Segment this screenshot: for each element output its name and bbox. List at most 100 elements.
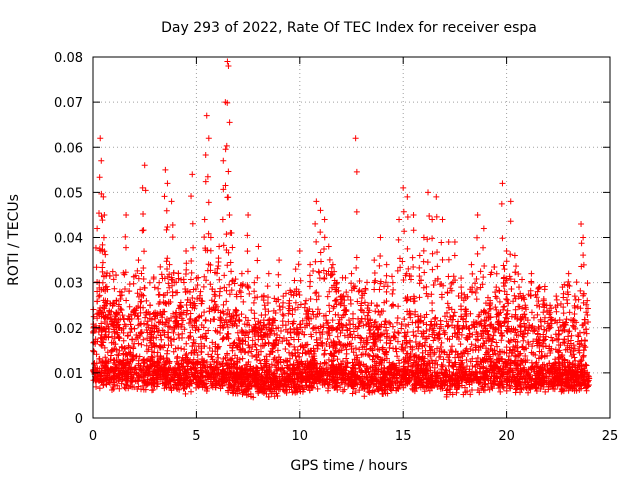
baseband-point bbox=[130, 280, 137, 287]
baseband-point bbox=[349, 390, 356, 397]
baseband-point bbox=[342, 274, 349, 281]
baseband-point bbox=[109, 268, 116, 275]
baseband-point bbox=[158, 271, 165, 278]
baseband-point bbox=[503, 344, 510, 351]
baseband-point bbox=[391, 334, 398, 341]
baseband-point bbox=[386, 319, 393, 326]
baseband-point bbox=[216, 276, 223, 283]
baseband-point bbox=[365, 388, 372, 395]
baseband-point bbox=[437, 353, 444, 360]
baseband-point bbox=[209, 348, 216, 355]
baseband-point bbox=[565, 328, 572, 335]
baseband-point bbox=[170, 348, 177, 355]
baseband-point bbox=[142, 314, 149, 321]
baseband-point bbox=[374, 303, 381, 310]
baseband-point bbox=[352, 389, 359, 396]
baseband-point bbox=[384, 283, 391, 290]
baseband-point bbox=[168, 342, 175, 349]
baseband-point bbox=[141, 285, 148, 292]
baseband-point bbox=[126, 344, 133, 351]
baseband-point bbox=[240, 298, 247, 305]
baseband-point bbox=[473, 358, 480, 365]
baseband-point bbox=[477, 268, 484, 275]
baseband-point bbox=[334, 356, 341, 363]
baseband-point bbox=[157, 263, 164, 270]
baseband-point bbox=[187, 310, 194, 317]
baseband-point bbox=[239, 355, 246, 362]
baseband-point bbox=[387, 340, 394, 347]
baseband-point bbox=[332, 297, 339, 304]
baseband-point bbox=[448, 343, 455, 350]
baseband-point bbox=[315, 268, 322, 275]
baseband-point bbox=[314, 385, 321, 392]
baseband-point bbox=[111, 285, 118, 292]
baseband-point bbox=[161, 329, 168, 336]
baseband-point bbox=[407, 276, 414, 283]
baseband-point bbox=[529, 343, 536, 350]
baseband-point bbox=[491, 263, 498, 270]
baseband-point bbox=[317, 323, 324, 330]
baseband-point bbox=[496, 298, 503, 305]
baseband-point bbox=[500, 304, 507, 311]
baseband-point bbox=[339, 358, 346, 365]
baseband-point bbox=[314, 306, 321, 313]
baseband-point bbox=[224, 306, 231, 313]
baseband-point bbox=[512, 389, 519, 396]
baseband-point bbox=[412, 339, 419, 346]
baseband-point bbox=[360, 322, 367, 329]
baseband-point bbox=[455, 318, 462, 325]
baseband-point bbox=[309, 325, 316, 332]
baseband-point bbox=[272, 362, 279, 369]
baseband-point bbox=[519, 276, 526, 283]
baseband-point bbox=[426, 343, 433, 350]
baseband-point bbox=[233, 291, 240, 298]
baseband-point bbox=[215, 354, 222, 361]
baseband-point bbox=[282, 345, 289, 352]
baseband-point bbox=[245, 317, 252, 324]
baseband-point bbox=[446, 368, 453, 375]
baseband-point bbox=[96, 385, 103, 392]
baseband-point bbox=[567, 349, 574, 356]
baseband-point bbox=[520, 320, 527, 327]
baseband-point bbox=[183, 350, 190, 357]
baseband-point bbox=[146, 279, 153, 286]
baseband-point bbox=[137, 286, 144, 293]
baseband-point bbox=[581, 337, 588, 344]
baseband-point bbox=[574, 303, 581, 310]
baseband-point bbox=[257, 348, 264, 355]
baseband-point bbox=[123, 297, 130, 304]
baseband-point bbox=[430, 282, 437, 289]
baseband-point bbox=[204, 267, 211, 274]
baseband-point bbox=[137, 329, 144, 336]
baseband-point bbox=[236, 287, 243, 294]
baseband-point bbox=[294, 304, 301, 311]
baseband-point bbox=[126, 303, 133, 310]
baseband-point bbox=[316, 269, 323, 276]
baseband-point bbox=[170, 329, 177, 336]
baseband-point bbox=[520, 337, 527, 344]
baseband-point bbox=[376, 286, 383, 293]
baseband-point bbox=[220, 301, 227, 308]
baseband-point bbox=[274, 347, 281, 354]
baseband-point bbox=[134, 313, 141, 320]
baseband-point bbox=[394, 319, 401, 326]
baseband-point bbox=[394, 314, 401, 321]
grid bbox=[93, 57, 610, 418]
baseband-point bbox=[187, 276, 194, 283]
baseband-point bbox=[497, 388, 504, 395]
baseband-point bbox=[350, 328, 357, 335]
baseband-point bbox=[360, 337, 367, 344]
baseband-point bbox=[571, 354, 578, 361]
baseband-point bbox=[493, 270, 500, 277]
baseband-point bbox=[339, 324, 346, 331]
baseband-point bbox=[556, 347, 563, 354]
baseband-point bbox=[394, 338, 401, 345]
baseband-point bbox=[182, 390, 189, 397]
baseband-point bbox=[326, 308, 333, 315]
baseband-point bbox=[423, 283, 430, 290]
baseband-point bbox=[236, 317, 243, 324]
baseband-point bbox=[294, 347, 301, 354]
baseband-point bbox=[156, 343, 163, 350]
baseband-point bbox=[203, 359, 210, 366]
baseband-point bbox=[368, 300, 375, 307]
